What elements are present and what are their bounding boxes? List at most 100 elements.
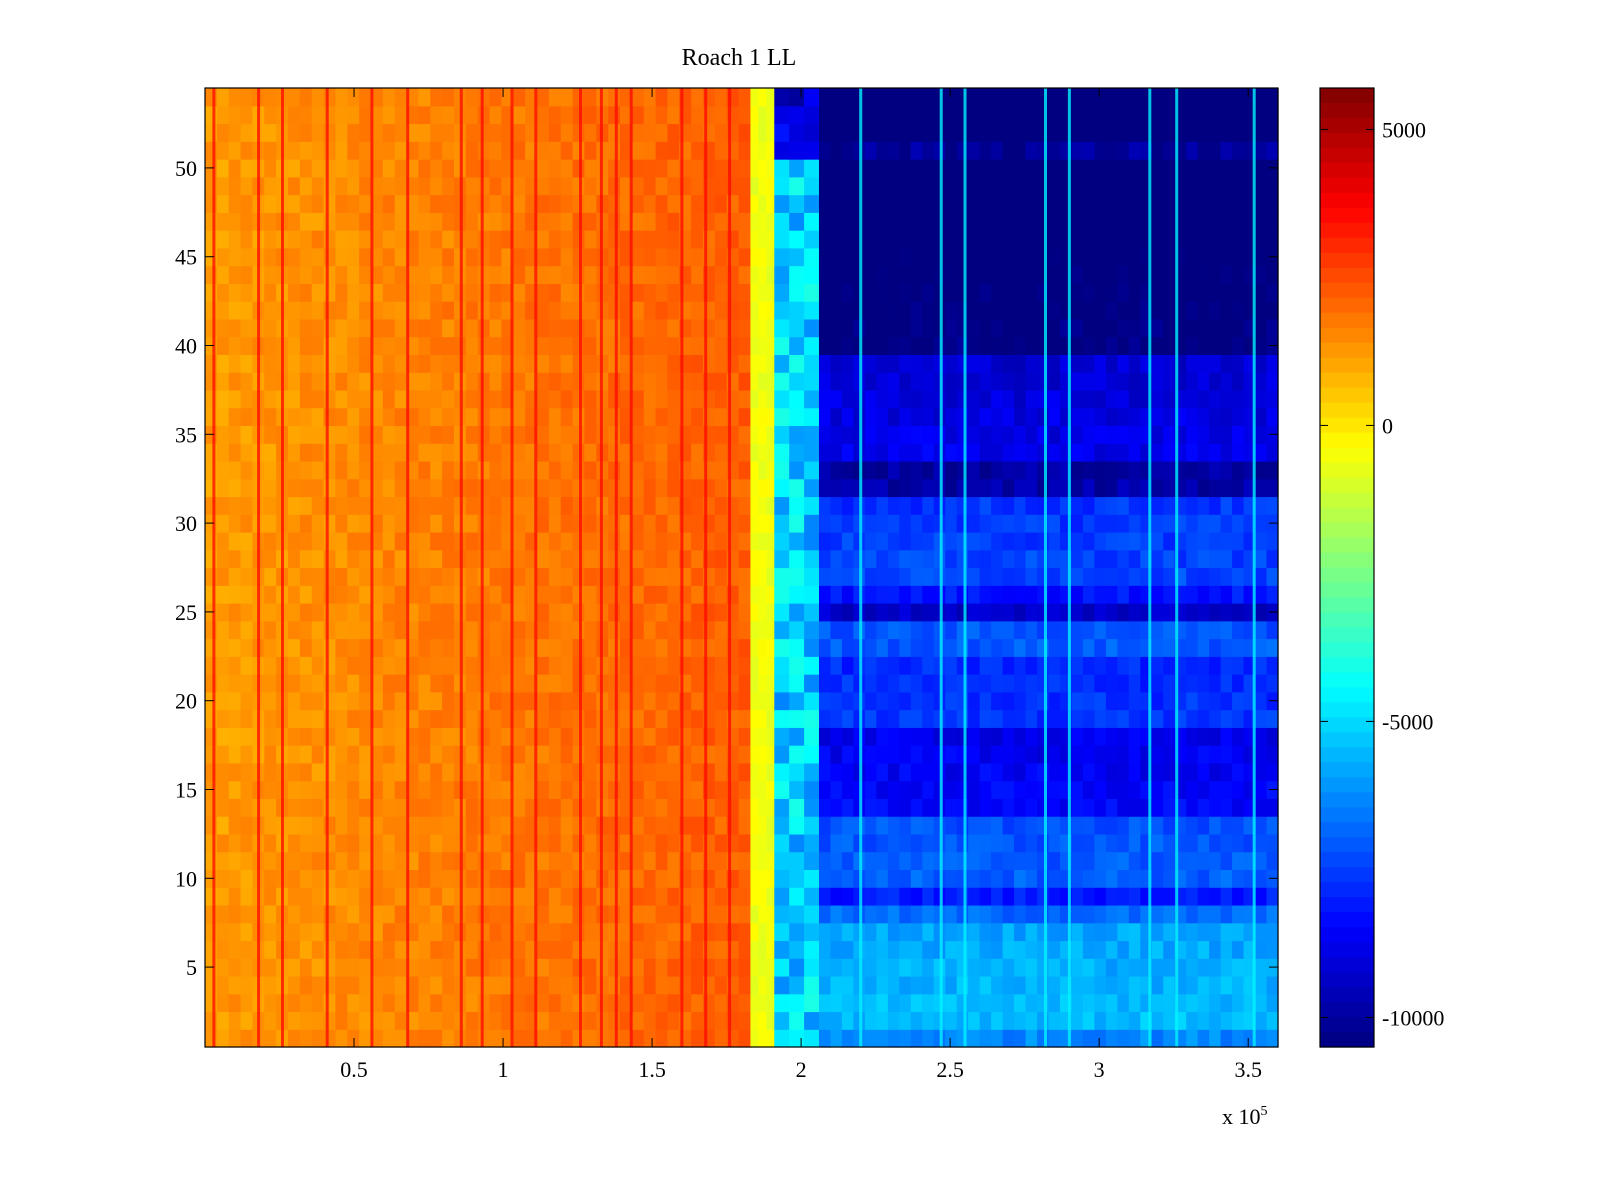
heatmap-cell — [1255, 887, 1268, 906]
heatmap-cell — [899, 105, 912, 125]
heatmap-cell — [714, 851, 728, 871]
heatmap-cell — [1209, 159, 1222, 178]
heatmap-cell — [205, 638, 218, 657]
heatmap-cell — [371, 993, 384, 1013]
heatmap-cell — [406, 709, 420, 728]
heatmap-cell — [513, 425, 526, 444]
heatmap-cell — [631, 993, 645, 1013]
heatmap-cell — [1071, 762, 1084, 782]
heatmap-cell — [1117, 283, 1130, 302]
heatmap-cell — [738, 709, 752, 728]
heatmap-cell — [560, 887, 574, 906]
heatmap-cell — [968, 656, 981, 675]
heatmap-cell — [442, 443, 455, 462]
heatmap-cell — [430, 851, 443, 871]
heatmap-cell — [818, 585, 832, 604]
heatmap-cell — [774, 709, 790, 728]
heatmap-cell — [465, 88, 479, 107]
heatmap-cell — [288, 389, 301, 409]
heatmap-cell — [1232, 798, 1245, 817]
heatmap-cell — [1025, 460, 1038, 480]
heatmap-cell — [1266, 265, 1279, 284]
heatmap-cell — [876, 603, 889, 622]
heatmap-cell — [548, 105, 562, 125]
heatmap-cell — [774, 851, 790, 871]
heatmap-cell — [465, 798, 479, 817]
heatmap-cell — [347, 141, 360, 160]
heatmap-cell — [1255, 851, 1268, 871]
heatmap-cell — [240, 247, 254, 267]
heatmap-cell — [766, 301, 775, 320]
heatmap-cell — [240, 176, 254, 196]
heatmap-cell — [216, 407, 230, 427]
heatmap-cell — [382, 194, 396, 213]
heatmap-cell — [667, 247, 680, 267]
heatmap-cell — [1037, 833, 1050, 853]
heatmap-cell — [691, 691, 704, 711]
heatmap-cell — [738, 975, 752, 995]
heatmap-cell — [572, 603, 586, 622]
heatmap-cell — [1243, 603, 1256, 622]
heatmap-cell — [572, 123, 586, 142]
heatmap-cell — [1025, 247, 1038, 267]
heatmap-cell — [945, 425, 958, 444]
heatmap-cell — [430, 212, 443, 231]
heatmap-cell — [887, 691, 900, 711]
heatmap-cell — [1037, 389, 1050, 409]
heatmap-cell — [1025, 993, 1038, 1013]
heatmap-cell — [1002, 531, 1015, 551]
heatmap-cell — [876, 531, 889, 551]
heatmap-cell — [489, 141, 503, 160]
heatmap-cell — [584, 1029, 597, 1048]
heatmap-cell — [1014, 301, 1027, 320]
heatmap-cell — [766, 727, 775, 746]
heatmap-cell — [631, 727, 645, 746]
heatmap-cell — [643, 780, 657, 799]
heatmap-cell — [766, 922, 775, 942]
heatmap-cell — [804, 816, 820, 835]
heatmap-cell — [1197, 283, 1210, 302]
heatmap-cell — [1220, 674, 1233, 693]
heatmap-cell — [876, 283, 889, 302]
heatmap-cell — [758, 301, 767, 320]
heatmap-cell — [1255, 283, 1268, 302]
heatmap-cell — [1220, 443, 1233, 462]
heatmap-cell — [956, 443, 969, 462]
heatmap-cell — [1197, 460, 1210, 480]
heatmap-cell — [572, 780, 586, 799]
heatmap-cell — [774, 727, 790, 746]
heatmap-cell — [572, 443, 586, 462]
heatmap-cell — [750, 460, 759, 480]
heatmap-cell — [1105, 567, 1118, 586]
heatmap-cell — [910, 123, 923, 142]
heatmap-cell — [1163, 194, 1176, 213]
heatmap-cell — [537, 247, 550, 267]
heatmap-cell — [371, 460, 384, 480]
heatmap-cell — [382, 709, 396, 728]
heatmap-cell — [1094, 674, 1107, 693]
heatmap-cell — [406, 318, 420, 338]
heatmap-cell — [714, 567, 728, 586]
heatmap-cell — [620, 727, 633, 746]
heatmap-cell — [1037, 691, 1050, 711]
heatmap-cell — [691, 301, 704, 320]
heatmap-cell — [979, 904, 992, 924]
heatmap-cell — [430, 585, 443, 604]
heatmap-cell — [382, 531, 396, 551]
heatmap-cell — [418, 762, 431, 782]
heatmap-cell — [789, 816, 805, 835]
heatmap-cell — [513, 798, 526, 817]
heatmap-cell — [1186, 585, 1199, 604]
heatmap-cell — [537, 336, 550, 355]
heatmap-cell — [804, 460, 820, 480]
heatmap-cell — [738, 105, 752, 125]
heatmap-cell — [323, 585, 337, 604]
heatmap-cell — [584, 88, 597, 107]
heatmap-cell — [406, 354, 420, 373]
heatmap-cell — [572, 993, 586, 1013]
heatmap-cell — [766, 514, 775, 533]
heatmap-cell — [1128, 354, 1141, 373]
heatmap-cell — [841, 159, 855, 178]
heatmap-cell — [1071, 993, 1084, 1013]
heatmap-cell — [430, 123, 443, 142]
